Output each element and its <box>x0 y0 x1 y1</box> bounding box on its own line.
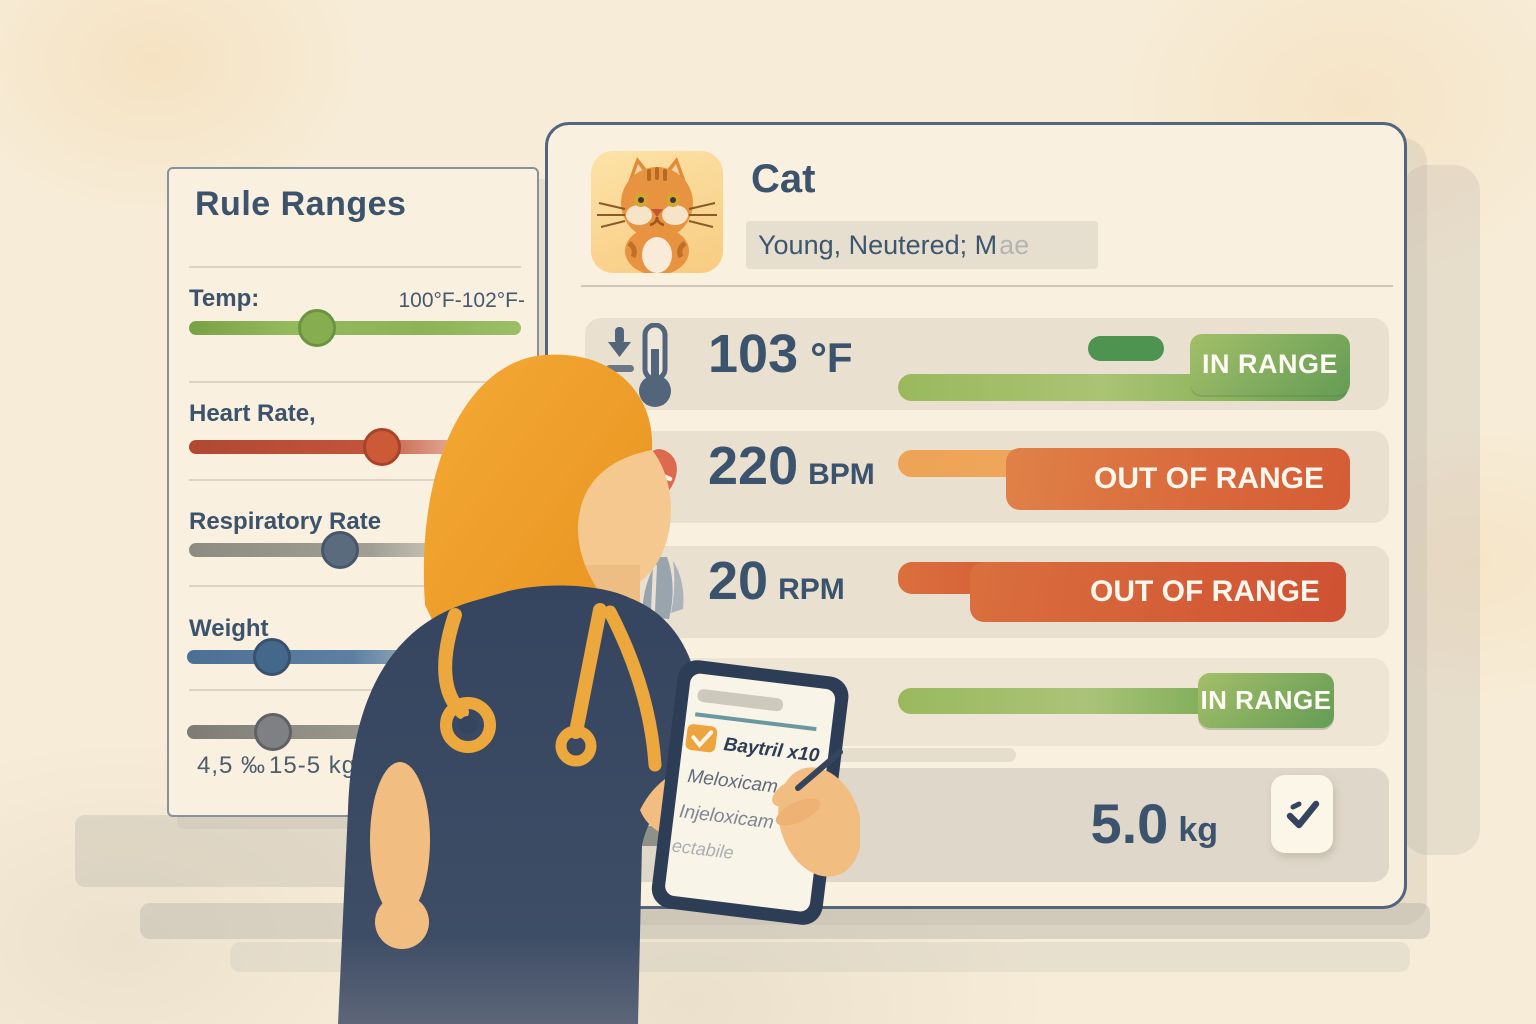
heart-rate-slider-label: Heart Rate, <box>189 400 316 427</box>
heart-rate-status-text: OUT OF RANGE <box>1094 462 1324 495</box>
stethoscope-icon <box>438 603 662 772</box>
heart-rate-unit: BPM <box>808 458 875 491</box>
checkmark-icon <box>1286 800 1320 829</box>
weight-percent-label: 4,5 ‰ <box>197 752 267 779</box>
patient-card: Cat Young, Neutered; M ae 103 °F IN RANG… <box>545 122 1407 909</box>
weight-range-label: 15-5 kg <box>269 752 357 779</box>
tablet-check-icon <box>685 724 718 753</box>
cat-avatar <box>591 151 723 273</box>
respiratory-rate-status-badge: OUT OF RANGE <box>970 562 1346 622</box>
respiratory-rate-reading: 20 RPM <box>708 550 845 636</box>
fourth-range-bar <box>898 688 1210 714</box>
respiratory-rate-slider-label: Respiratory Rate <box>189 508 382 535</box>
heart-rate-status-badge: OUT OF RANGE <box>1006 448 1350 510</box>
thermometer-down-icon <box>606 323 671 407</box>
cat-avatar-icon <box>597 157 717 273</box>
vet-hand <box>772 749 860 877</box>
rule-ranges-title: Rule Ranges <box>195 185 407 223</box>
respiratory-rate-slider-knob[interactable] <box>321 531 359 569</box>
temperature-marker-pill <box>1088 336 1164 361</box>
temperature-value: 103 <box>708 324 799 384</box>
weight-confirm-checkbox[interactable] <box>1271 775 1333 853</box>
temperature-unit: °F <box>810 334 853 381</box>
respiratory-rate-status-text: OUT OF RANGE <box>1090 575 1320 608</box>
fourth-status-badge: IN RANGE <box>1198 673 1334 728</box>
heart-rate-reading: 220 BPM <box>708 435 875 521</box>
patient-details-field: Young, Neutered; M ae <box>746 221 1098 269</box>
divider <box>581 285 1393 287</box>
divider <box>189 479 521 481</box>
temp-slider-label: Temp: <box>189 285 260 312</box>
heart-rate-slider-track[interactable] <box>189 428 521 466</box>
temp-slider-knob[interactable] <box>298 309 336 347</box>
heart-rate-value: 220 <box>708 436 799 496</box>
divider <box>189 266 521 268</box>
temperature-reading: 103 °F <box>708 323 853 409</box>
respiratory-rate-unit: RPM <box>778 573 845 606</box>
vet-left-arm <box>370 762 430 949</box>
weight-reading: 5.0 kg <box>978 777 1218 869</box>
heart-rate-slider-knob[interactable] <box>363 428 401 466</box>
divider <box>189 585 521 587</box>
divider <box>189 381 521 383</box>
temperature-status-badge: IN RANGE <box>1190 334 1350 395</box>
patient-name: Cat <box>751 157 816 201</box>
weight-unit: kg <box>1178 810 1218 849</box>
weight-slider-knob[interactable] <box>253 638 291 676</box>
temp-range-value: 100°F-102°F- <box>398 289 525 312</box>
background-wash-right <box>1402 165 1480 855</box>
patient-details: Young, Neutered; M <box>758 229 998 260</box>
temperature-status-text: IN RANGE <box>1201 349 1338 379</box>
patient-details-faded: ae <box>999 229 1030 260</box>
vet-illustration: Baytril x10 Meloxicam Injeloxicam ectabi… <box>338 354 860 1024</box>
temp-slider-track[interactable] <box>189 309 521 347</box>
secondary-weight-slider-knob[interactable] <box>254 713 292 751</box>
weight-slider-label: Weight <box>189 615 269 642</box>
respiratory-rate-value: 20 <box>708 551 769 611</box>
divider <box>189 689 521 691</box>
vet-scrub-top <box>338 585 704 1024</box>
weight-value: 5.0 <box>1090 791 1169 855</box>
fourth-status-text: IN RANGE <box>1200 685 1332 715</box>
